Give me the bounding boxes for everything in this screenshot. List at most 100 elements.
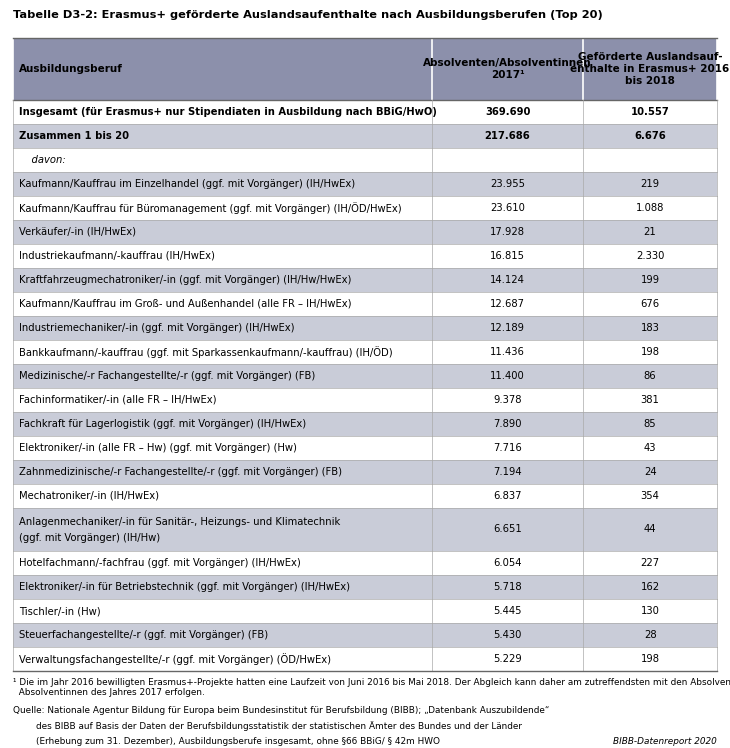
Text: Insgesamt (für Erasmus+ nur Stipendiaten in Ausbildung nach BBiG/HwO): Insgesamt (für Erasmus+ nur Stipendiaten… [19, 107, 437, 117]
Text: Bankkaufmann/-kauffrau (ggf. mit Sparkassenkaufmann/-kauffrau) (IH/ÖD): Bankkaufmann/-kauffrau (ggf. mit Sparkas… [19, 346, 393, 358]
Text: Zahnmedizinische/-r Fachangestellte/-r (ggf. mit Vorgänger) (FB): Zahnmedizinische/-r Fachangestellte/-r (… [19, 467, 342, 477]
Text: 21: 21 [644, 227, 656, 237]
Text: 12.189: 12.189 [490, 323, 525, 333]
Text: Tischler/-in (Hw): Tischler/-in (Hw) [19, 606, 101, 616]
Text: 86: 86 [644, 371, 656, 381]
Bar [13, 148, 717, 172]
Text: Tabelle D3-2: Erasmus+ geförderte Auslandsaufenthalte nach Ausbildungsberufen (T: Tabelle D3-2: Erasmus+ geförderte Auslan… [13, 10, 603, 20]
Bar [13, 364, 717, 388]
Text: 199: 199 [640, 275, 660, 285]
Text: 23.955: 23.955 [490, 179, 525, 189]
Text: 5.430: 5.430 [493, 630, 522, 640]
Bar [13, 460, 717, 484]
Bar [13, 508, 717, 551]
Text: 6.676: 6.676 [634, 131, 666, 141]
Bar [13, 220, 717, 244]
Text: 369.690: 369.690 [485, 107, 530, 117]
Text: 219: 219 [640, 179, 660, 189]
Text: Industriemechaniker/-in (ggf. mit Vorgänger) (IH/HwEx): Industriemechaniker/-in (ggf. mit Vorgän… [19, 323, 294, 333]
Text: Verkäufer/-in (IH/HwEx): Verkäufer/-in (IH/HwEx) [19, 227, 136, 237]
Text: Mechatroniker/-in (IH/HwEx): Mechatroniker/-in (IH/HwEx) [19, 491, 159, 501]
Text: Industriekaufmann/-kauffrau (IH/HwEx): Industriekaufmann/-kauffrau (IH/HwEx) [19, 251, 215, 261]
Text: 9.378: 9.378 [493, 395, 522, 405]
Text: 7.716: 7.716 [493, 443, 522, 453]
Text: Kraftfahrzeugmechatroniker/-in (ggf. mit Vorgänger) (IH/Hw/HwEx): Kraftfahrzeugmechatroniker/-in (ggf. mit… [19, 275, 351, 285]
Bar [13, 100, 717, 124]
Text: 130: 130 [641, 606, 660, 616]
Text: 5.229: 5.229 [493, 654, 522, 664]
Bar [13, 172, 717, 196]
Text: 354: 354 [641, 491, 660, 501]
Text: 183: 183 [641, 323, 660, 333]
Text: Kaufmann/Kauffrau für Büromanagement (ggf. mit Vorgänger) (IH/ÖD/HwEx): Kaufmann/Kauffrau für Büromanagement (gg… [19, 202, 402, 214]
Text: Anlagenmechaniker/-in für Sanitär-, Heizungs- und Klimatechnik: Anlagenmechaniker/-in für Sanitär-, Heiz… [19, 517, 340, 527]
Text: Zusammen 1 bis 20: Zusammen 1 bis 20 [19, 131, 129, 141]
Text: 28: 28 [644, 630, 656, 640]
Text: Medizinische/-r Fachangestellte/-r (ggf. mit Vorgänger) (FB): Medizinische/-r Fachangestellte/-r (ggf.… [19, 371, 315, 381]
Bar [13, 124, 717, 148]
Text: Kaufmann/Kauffrau im Groß- und Außenhandel (alle FR – IH/HwEx): Kaufmann/Kauffrau im Groß- und Außenhand… [19, 299, 352, 309]
Text: 381: 381 [641, 395, 660, 405]
Text: Geförderte Auslandsauf-
enthalte in Erasmus+ 2016
bis 2018: Geförderte Auslandsauf- enthalte in Eras… [571, 52, 730, 85]
Text: (ggf. mit Vorgänger) (IH/Hw): (ggf. mit Vorgänger) (IH/Hw) [19, 533, 160, 543]
Bar [13, 436, 717, 460]
Bar [13, 292, 717, 316]
Bar [13, 484, 717, 508]
Bar [13, 244, 717, 268]
Text: 12.687: 12.687 [490, 299, 525, 309]
Text: Kaufmann/Kauffrau im Einzelhandel (ggf. mit Vorgänger) (IH/HwEx): Kaufmann/Kauffrau im Einzelhandel (ggf. … [19, 179, 355, 189]
Text: ¹ Die im Jahr 2016 bewilligten Erasmus+-Projekte hatten eine Laufzeit von Juni 2: ¹ Die im Jahr 2016 bewilligten Erasmus+-… [13, 678, 730, 697]
Text: Verwaltungsfachangestellte/-r (ggf. mit Vorgänger) (ÖD/HwEx): Verwaltungsfachangestellte/-r (ggf. mit … [19, 653, 331, 665]
Text: 198: 198 [641, 654, 660, 664]
Text: davon:: davon: [19, 155, 66, 165]
Bar [13, 388, 717, 412]
Text: 24: 24 [644, 467, 656, 477]
Text: 17.928: 17.928 [490, 227, 525, 237]
Text: Absolventen/Absolventinnen
2017¹: Absolventen/Absolventinnen 2017¹ [423, 58, 592, 80]
Bar [13, 623, 717, 647]
Text: 43: 43 [644, 443, 656, 453]
Bar [13, 268, 717, 292]
Text: Hotelfachmann/-fachfrau (ggf. mit Vorgänger) (IH/HwEx): Hotelfachmann/-fachfrau (ggf. mit Vorgän… [19, 558, 301, 568]
Bar [13, 38, 717, 100]
Bar [13, 575, 717, 599]
Text: 5.445: 5.445 [493, 606, 522, 616]
Text: 11.436: 11.436 [490, 347, 525, 357]
Text: 1.088: 1.088 [636, 203, 664, 213]
Text: 7.194: 7.194 [493, 467, 522, 477]
Text: 11.400: 11.400 [490, 371, 525, 381]
Text: 676: 676 [640, 299, 660, 309]
Bar [13, 316, 717, 340]
Text: Elektroniker/-in für Betriebstechnik (ggf. mit Vorgänger) (IH/HwEx): Elektroniker/-in für Betriebstechnik (gg… [19, 582, 350, 592]
Bar [13, 647, 717, 671]
Bar [13, 599, 717, 623]
Text: Quelle: Nationale Agentur Bildung für Europa beim Bundesinstitut für Berufsbildu: Quelle: Nationale Agentur Bildung für Eu… [13, 706, 550, 715]
Text: 7.890: 7.890 [493, 419, 522, 429]
Text: 2.330: 2.330 [636, 251, 664, 261]
Bar [13, 196, 717, 220]
Bar [13, 340, 717, 364]
Bar [13, 412, 717, 436]
Text: des BIBB auf Basis der Daten der Berufsbildungsstatistik der statistischen Ämter: des BIBB auf Basis der Daten der Berufsb… [13, 722, 522, 732]
Text: 14.124: 14.124 [490, 275, 525, 285]
Text: 44: 44 [644, 524, 656, 535]
Text: BIBB-Datenreport 2020: BIBB-Datenreport 2020 [613, 738, 717, 747]
Text: Ausbildungsberuf: Ausbildungsberuf [19, 64, 123, 74]
Text: 10.557: 10.557 [631, 107, 669, 117]
Text: Fachkraft für Lagerlogistik (ggf. mit Vorgänger) (IH/HwEx): Fachkraft für Lagerlogistik (ggf. mit Vo… [19, 419, 306, 429]
Text: 162: 162 [640, 582, 660, 592]
Text: 217.686: 217.686 [485, 131, 531, 141]
Bar [13, 551, 717, 575]
Text: 5.718: 5.718 [493, 582, 522, 592]
Text: 6.651: 6.651 [493, 524, 522, 535]
Text: 85: 85 [644, 419, 656, 429]
Text: Steuerfachangestellte/-r (ggf. mit Vorgänger) (FB): Steuerfachangestellte/-r (ggf. mit Vorgä… [19, 630, 268, 640]
Text: 198: 198 [641, 347, 660, 357]
Text: (Erhebung zum 31. Dezember), Ausbildungsberufe insgesamt, ohne §66 BBiG/ § 42m H: (Erhebung zum 31. Dezember), Ausbildungs… [13, 738, 440, 747]
Text: 16.815: 16.815 [490, 251, 525, 261]
Text: Elektroniker/-in (alle FR – Hw) (ggf. mit Vorgänger) (Hw): Elektroniker/-in (alle FR – Hw) (ggf. mi… [19, 443, 297, 453]
Text: Fachinformatiker/-in (alle FR – IH/HwEx): Fachinformatiker/-in (alle FR – IH/HwEx) [19, 395, 217, 405]
Text: 227: 227 [640, 558, 660, 568]
Text: 23.610: 23.610 [490, 203, 525, 213]
Text: 6.837: 6.837 [493, 491, 522, 501]
